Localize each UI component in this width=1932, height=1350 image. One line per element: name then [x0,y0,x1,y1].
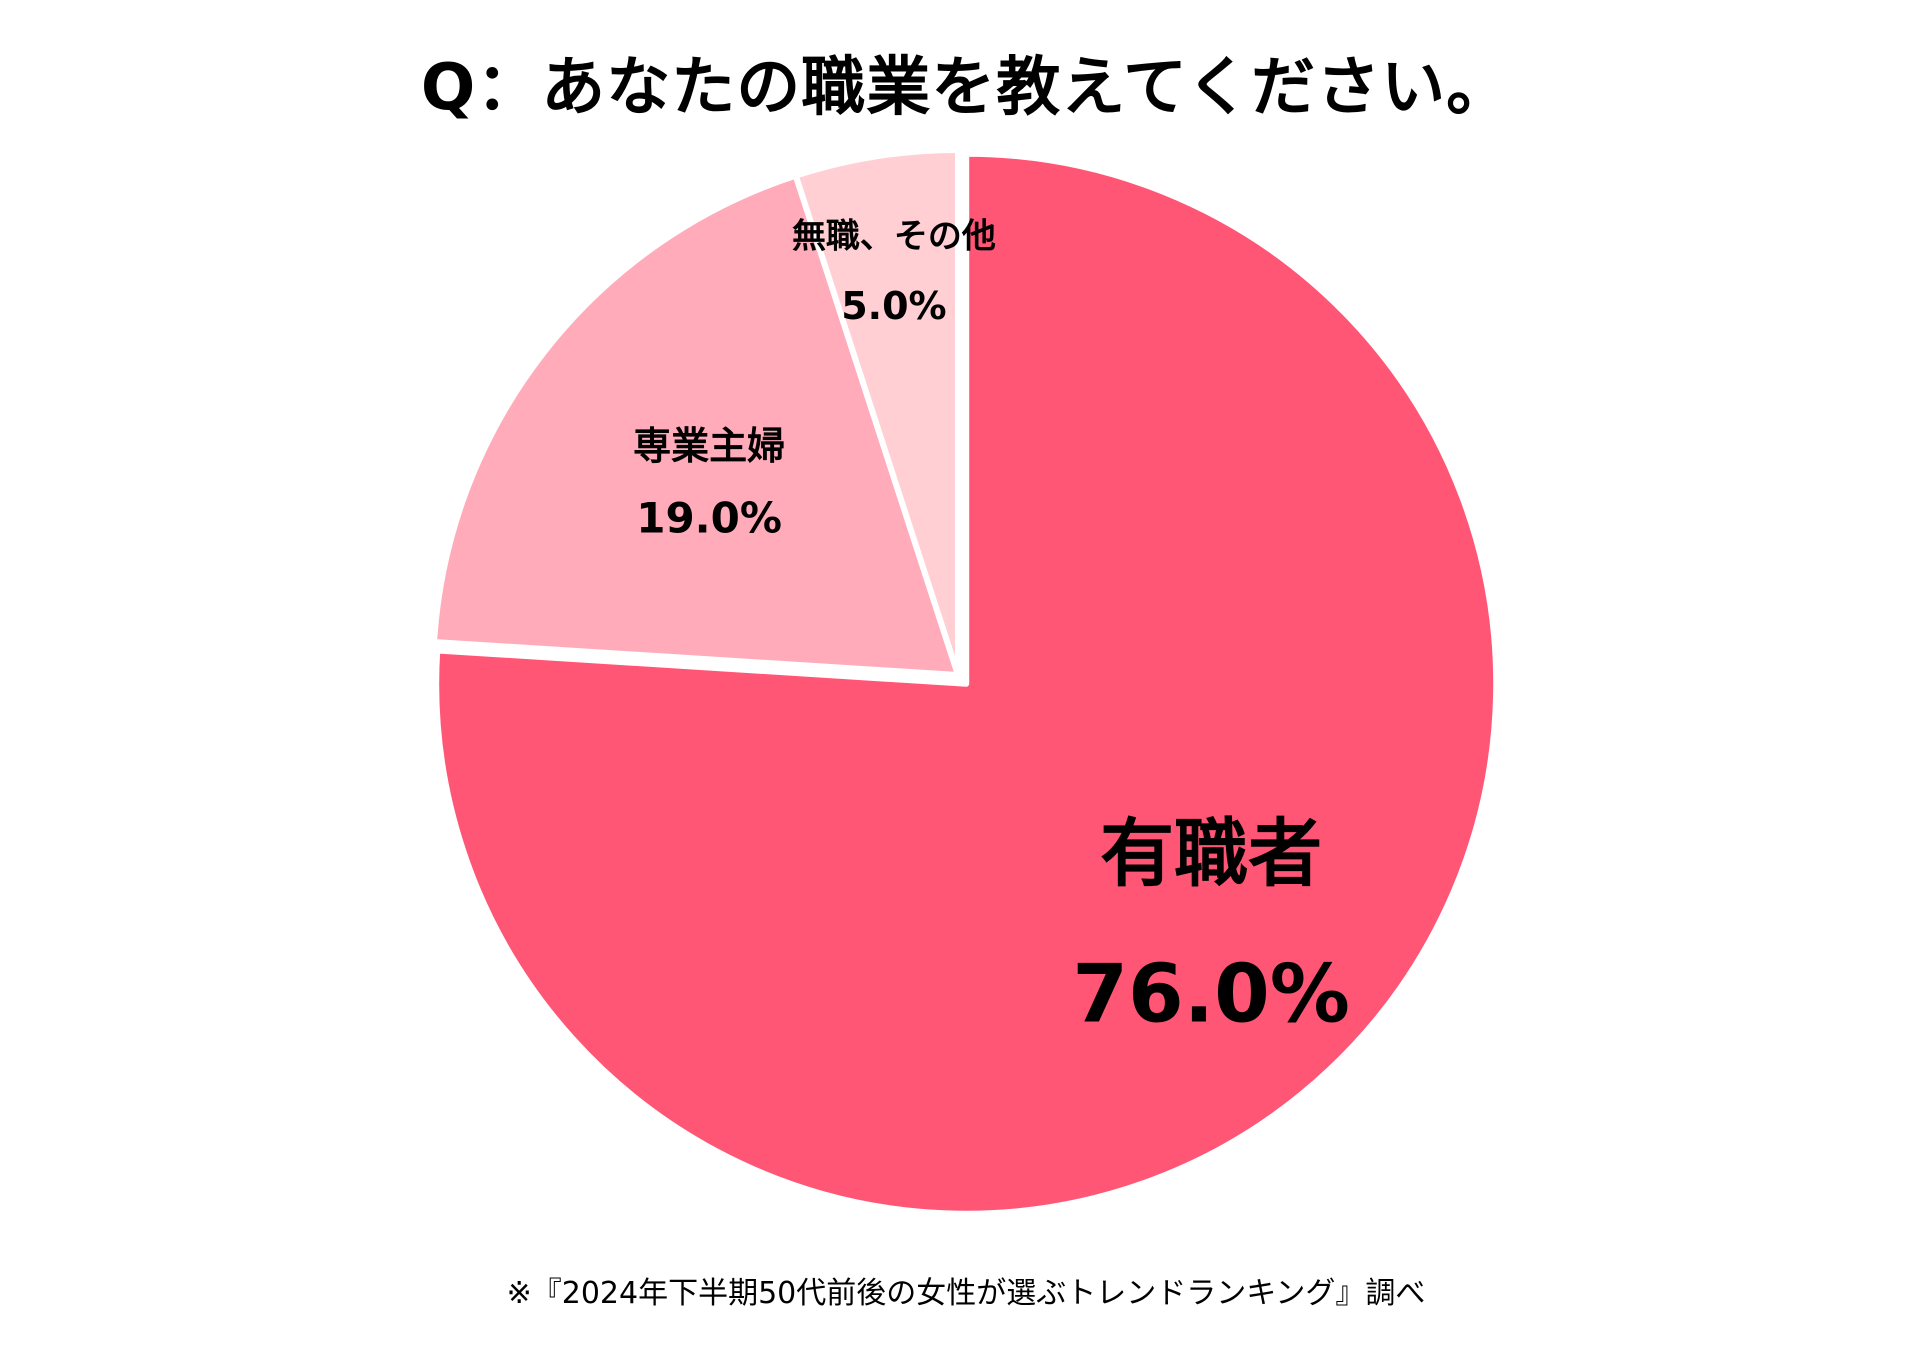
pie-slice-3 [792,147,961,678]
slice-label-value: 76.0% [1072,947,1350,1040]
page-title: Q：あなたの職業を教えてください。 [420,51,1512,125]
pie-slices [431,147,1500,1217]
pie-slice-1 [433,150,1500,1217]
slice-label-name: 専業主婦 [633,424,785,468]
slice-label-name: 有職者 [1100,811,1322,897]
slice-label-name: 無職、その他 [792,216,996,256]
pie-labels: 有職者 76.0% 専業主婦 19.0% 無職、その他 5.0% [633,216,1350,1040]
slice-label-value: 5.0% [841,284,946,328]
slice-label-value: 19.0% [636,494,782,543]
source-footnote: ※『2024年下半期50代前後の女性が選ぶトレンドランキング』調べ [506,1276,1426,1311]
pie-slice-2 [431,172,961,678]
